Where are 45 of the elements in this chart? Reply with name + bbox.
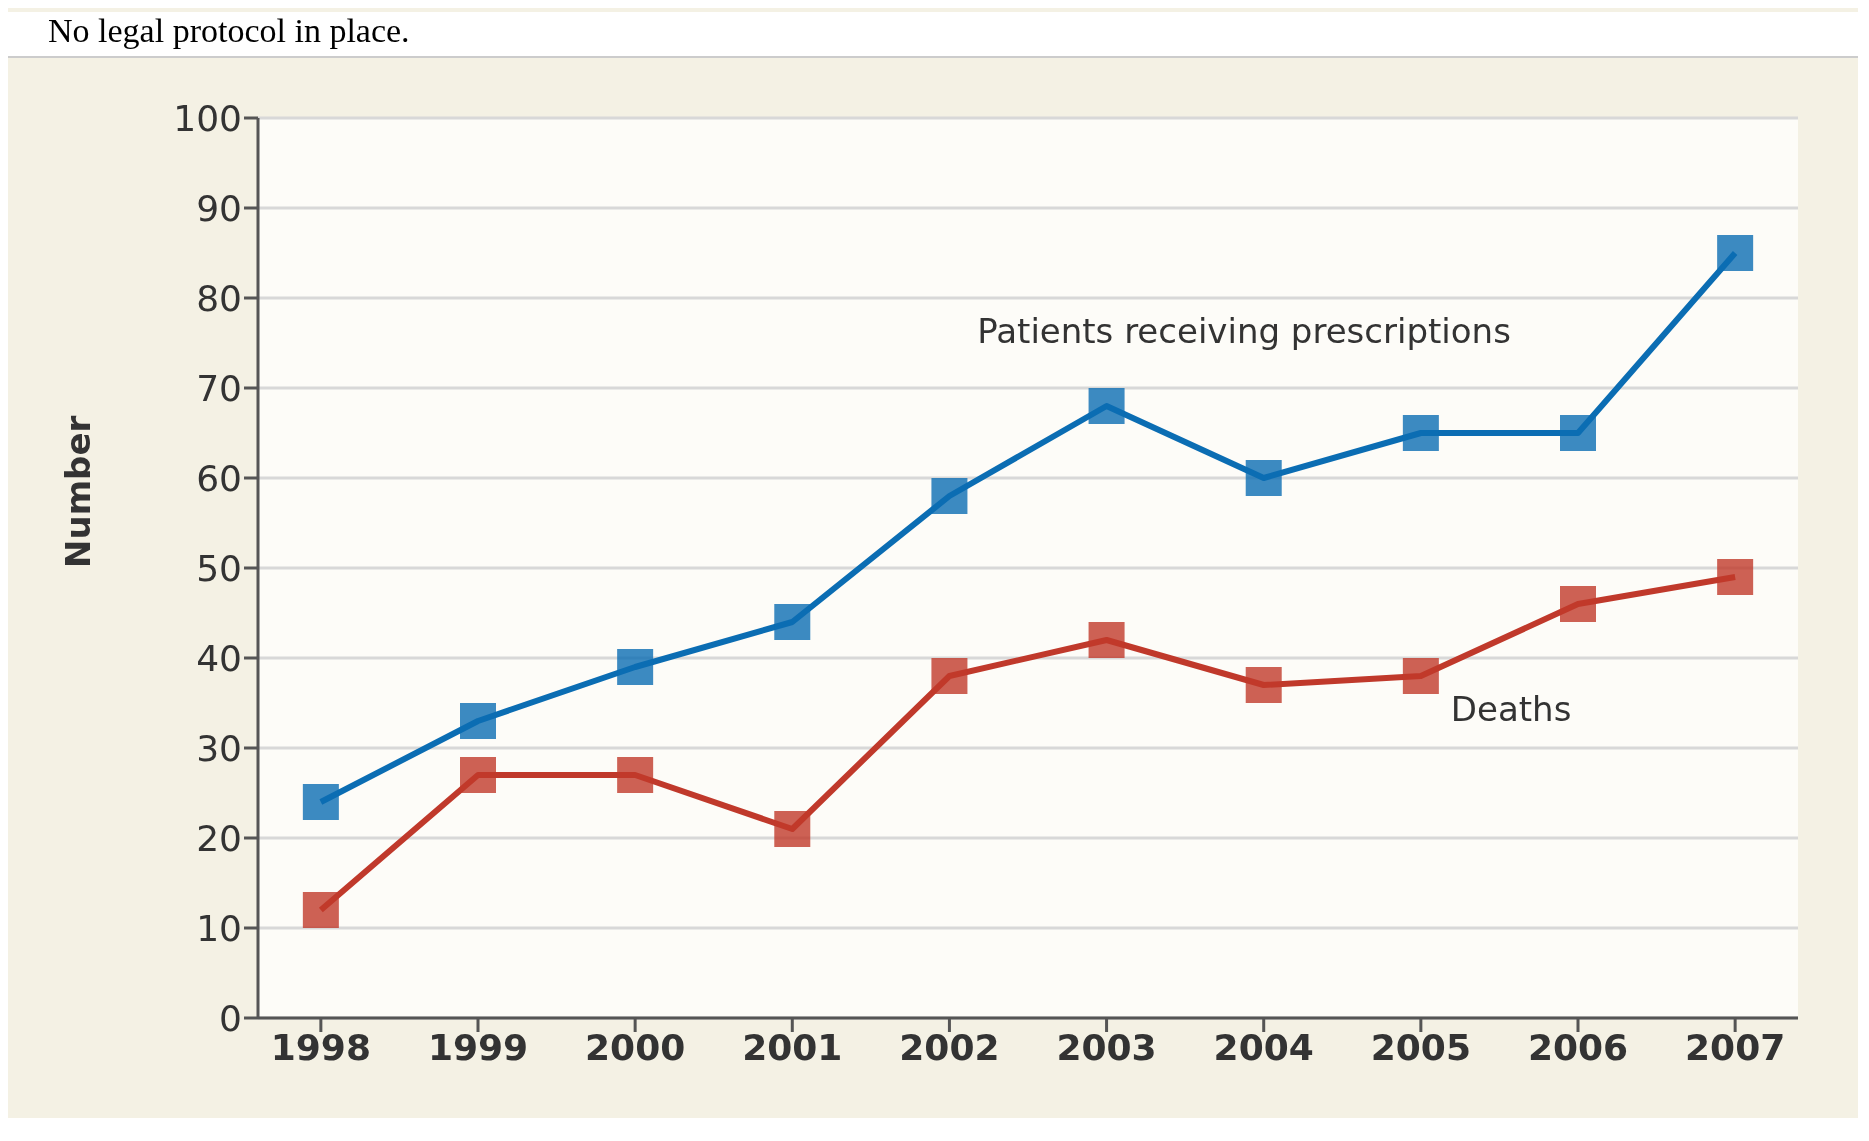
series-label: Deaths [1450, 689, 1572, 729]
point [1088, 622, 1125, 658]
point [931, 658, 968, 694]
x-tick-label: 2007 [1685, 1026, 1786, 1068]
point [617, 757, 654, 793]
point [774, 604, 811, 640]
y-tick-label: 60 [196, 457, 242, 499]
x-tick-label: 2000 [585, 1026, 686, 1068]
y-tick-label: 40 [196, 637, 242, 679]
chart-title: No legal protocol in place. [8, 12, 1858, 58]
point [460, 703, 496, 739]
point [1402, 415, 1439, 451]
point [302, 784, 339, 820]
x-tick-label: 2003 [1056, 1026, 1157, 1068]
point [1245, 460, 1282, 496]
x-tick-label: 2004 [1213, 1026, 1314, 1068]
y-tick-label: 100 [173, 97, 242, 139]
point [617, 649, 654, 685]
x-tick-label: 2006 [1527, 1026, 1629, 1068]
y-tick-label: 0 [219, 997, 242, 1039]
y-tick-label: 20 [196, 817, 242, 859]
x-tick-label: 2002 [899, 1026, 1000, 1068]
x-tick-label: 2005 [1370, 1026, 1471, 1068]
x-tick-label: 1999 [427, 1026, 529, 1068]
point [774, 811, 811, 847]
y-tick-label: 50 [196, 547, 242, 589]
x-tick-label: 1998 [270, 1026, 371, 1068]
y-tick-label: 90 [196, 187, 242, 229]
y-tick-label: 30 [196, 727, 242, 769]
y-axis-title: Number [58, 415, 99, 568]
point [1560, 415, 1596, 451]
x-tick-label: 2001 [742, 1026, 843, 1068]
point [302, 892, 339, 928]
y-tick-label: 80 [196, 277, 242, 319]
point [1402, 658, 1439, 694]
y-tick-label: 10 [196, 907, 242, 949]
point [1088, 388, 1125, 424]
point [931, 478, 968, 514]
point [1560, 586, 1596, 622]
point [1245, 667, 1282, 703]
point [1717, 235, 1754, 271]
point [460, 757, 496, 793]
point [1717, 559, 1754, 595]
text: Patients receiving prescriptions [977, 311, 1511, 351]
y-tick-label: 70 [196, 367, 242, 409]
